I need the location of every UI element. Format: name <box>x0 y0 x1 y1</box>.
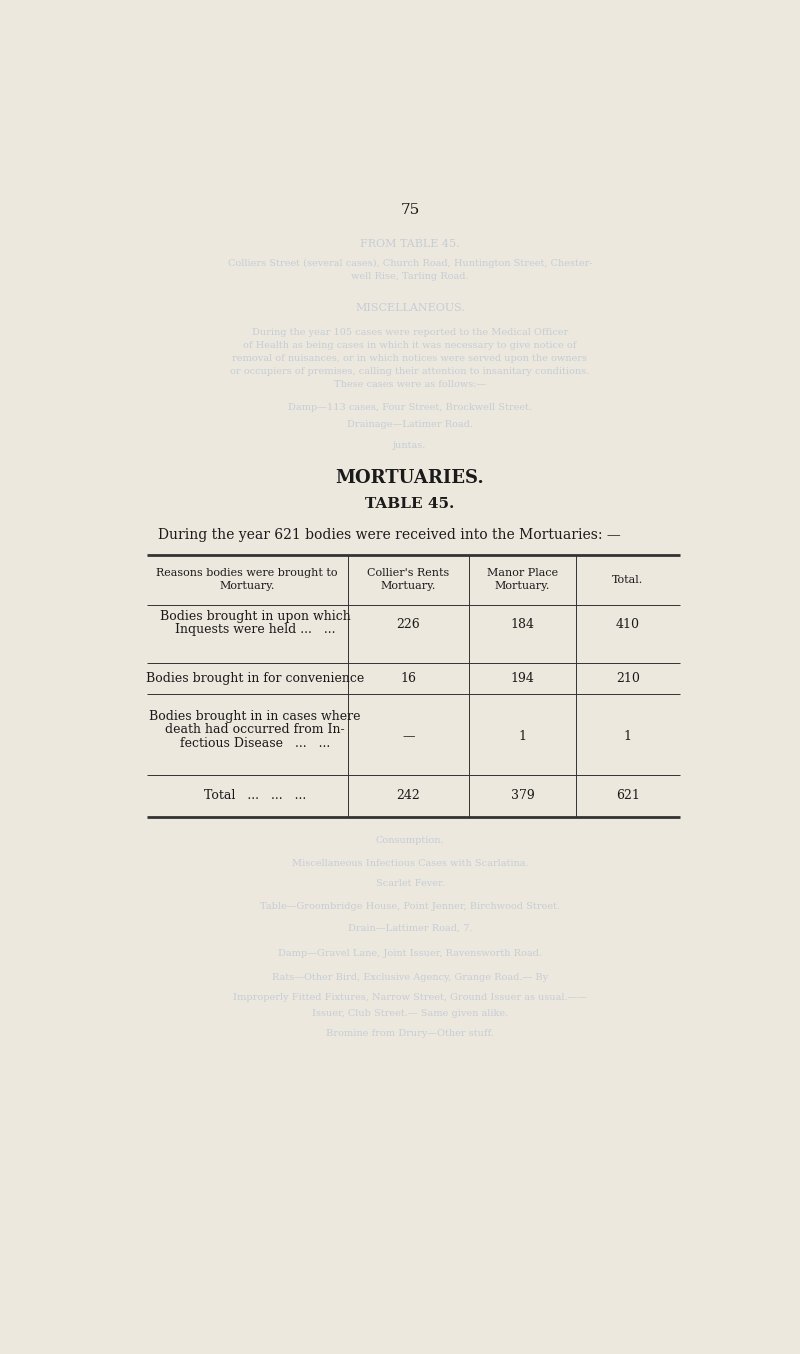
Text: Rats—Other Bird, Exclusive Agency, Grange Road.— By: Rats—Other Bird, Exclusive Agency, Grang… <box>272 972 548 982</box>
Text: Damp—Gravel Lane, Joint Issuer, Ravensworth Road.: Damp—Gravel Lane, Joint Issuer, Ravenswo… <box>278 949 542 959</box>
Text: 379: 379 <box>510 789 534 803</box>
Text: Scarlet Fever.: Scarlet Fever. <box>376 879 444 888</box>
Text: Bodies brought in in cases where: Bodies brought in in cases where <box>150 711 361 723</box>
Text: During the year 621 bodies were received into the Mortuaries: —: During the year 621 bodies were received… <box>158 528 621 542</box>
Text: Improperly Fitted Fixtures, Narrow Street, Ground Issuer as usual.——: Improperly Fitted Fixtures, Narrow Stree… <box>233 992 587 1002</box>
Text: 1: 1 <box>518 730 526 742</box>
Text: —: — <box>402 730 414 742</box>
Text: Table—Groombridge House, Point Jenner, Birchwood Street.: Table—Groombridge House, Point Jenner, B… <box>260 902 560 911</box>
Text: 621: 621 <box>616 789 640 803</box>
Text: Reasons bodies were brought to: Reasons bodies were brought to <box>157 567 338 578</box>
Text: Total   ...   ...   ...: Total ... ... ... <box>204 789 306 803</box>
Text: juntas.: juntas. <box>394 441 426 451</box>
Text: MORTUARIES.: MORTUARIES. <box>336 468 484 487</box>
Text: removal of nuisances, or in which notices were served upon the owners: removal of nuisances, or in which notice… <box>233 355 587 363</box>
Text: Bromine from Drury—Other stuff.: Bromine from Drury—Other stuff. <box>326 1029 494 1037</box>
Text: 242: 242 <box>397 789 420 803</box>
Text: Miscellaneous Infectious Cases with Scarlatina.: Miscellaneous Infectious Cases with Scar… <box>292 860 528 868</box>
Text: 410: 410 <box>616 617 640 631</box>
Text: Bodies brought in for convenience: Bodies brought in for convenience <box>146 672 364 685</box>
Text: FROM TABLE 45.: FROM TABLE 45. <box>360 240 460 249</box>
Text: These cases were as follows:—: These cases were as follows:— <box>334 380 486 390</box>
Text: Colliers Street (several cases), Church Road, Huntington Street, Chester-: Colliers Street (several cases), Church … <box>228 259 592 268</box>
Text: Issuer, Club Street.— Same given alike.: Issuer, Club Street.— Same given alike. <box>312 1010 508 1018</box>
Text: Mortuary.: Mortuary. <box>494 581 550 592</box>
Text: Inquests were held ...   ...: Inquests were held ... ... <box>174 623 335 636</box>
Text: Drainage—Latimer Road.: Drainage—Latimer Road. <box>347 420 473 429</box>
Text: Bodies brought in upon which: Bodies brought in upon which <box>160 611 350 623</box>
Text: 194: 194 <box>510 672 534 685</box>
Text: Collier's Rents: Collier's Rents <box>367 567 450 578</box>
Text: or occupiers of premises, calling their attention to insanitary conditions.: or occupiers of premises, calling their … <box>230 367 590 376</box>
Text: Drain—Lattimer Road, 7.: Drain—Lattimer Road, 7. <box>348 923 472 933</box>
Text: MISCELLANEOUS.: MISCELLANEOUS. <box>355 303 465 313</box>
Text: 226: 226 <box>397 617 420 631</box>
Text: Mortuary.: Mortuary. <box>219 581 275 592</box>
Text: Total.: Total. <box>612 575 643 585</box>
Text: During the year 105 cases were reported to the Medical Officer: During the year 105 cases were reported … <box>252 328 568 337</box>
Text: Mortuary.: Mortuary. <box>381 581 436 592</box>
Text: TABLE 45.: TABLE 45. <box>366 497 454 512</box>
Text: well Rise, Tarling Road.: well Rise, Tarling Road. <box>351 272 469 280</box>
Text: death had occurred from In-: death had occurred from In- <box>165 723 345 737</box>
Text: 75: 75 <box>400 203 420 217</box>
Text: 184: 184 <box>510 617 534 631</box>
Text: Consumption.: Consumption. <box>376 837 444 845</box>
Text: 1: 1 <box>624 730 632 742</box>
Text: fectious Disease   ...   ...: fectious Disease ... ... <box>180 737 330 750</box>
Text: Manor Place: Manor Place <box>487 567 558 578</box>
Text: 16: 16 <box>401 672 417 685</box>
Text: of Health as being cases in which it was necessary to give notice of: of Health as being cases in which it was… <box>243 341 577 351</box>
Text: 210: 210 <box>616 672 640 685</box>
Text: Damp—113 cases, Four Street, Brockwell Street.: Damp—113 cases, Four Street, Brockwell S… <box>288 402 532 412</box>
